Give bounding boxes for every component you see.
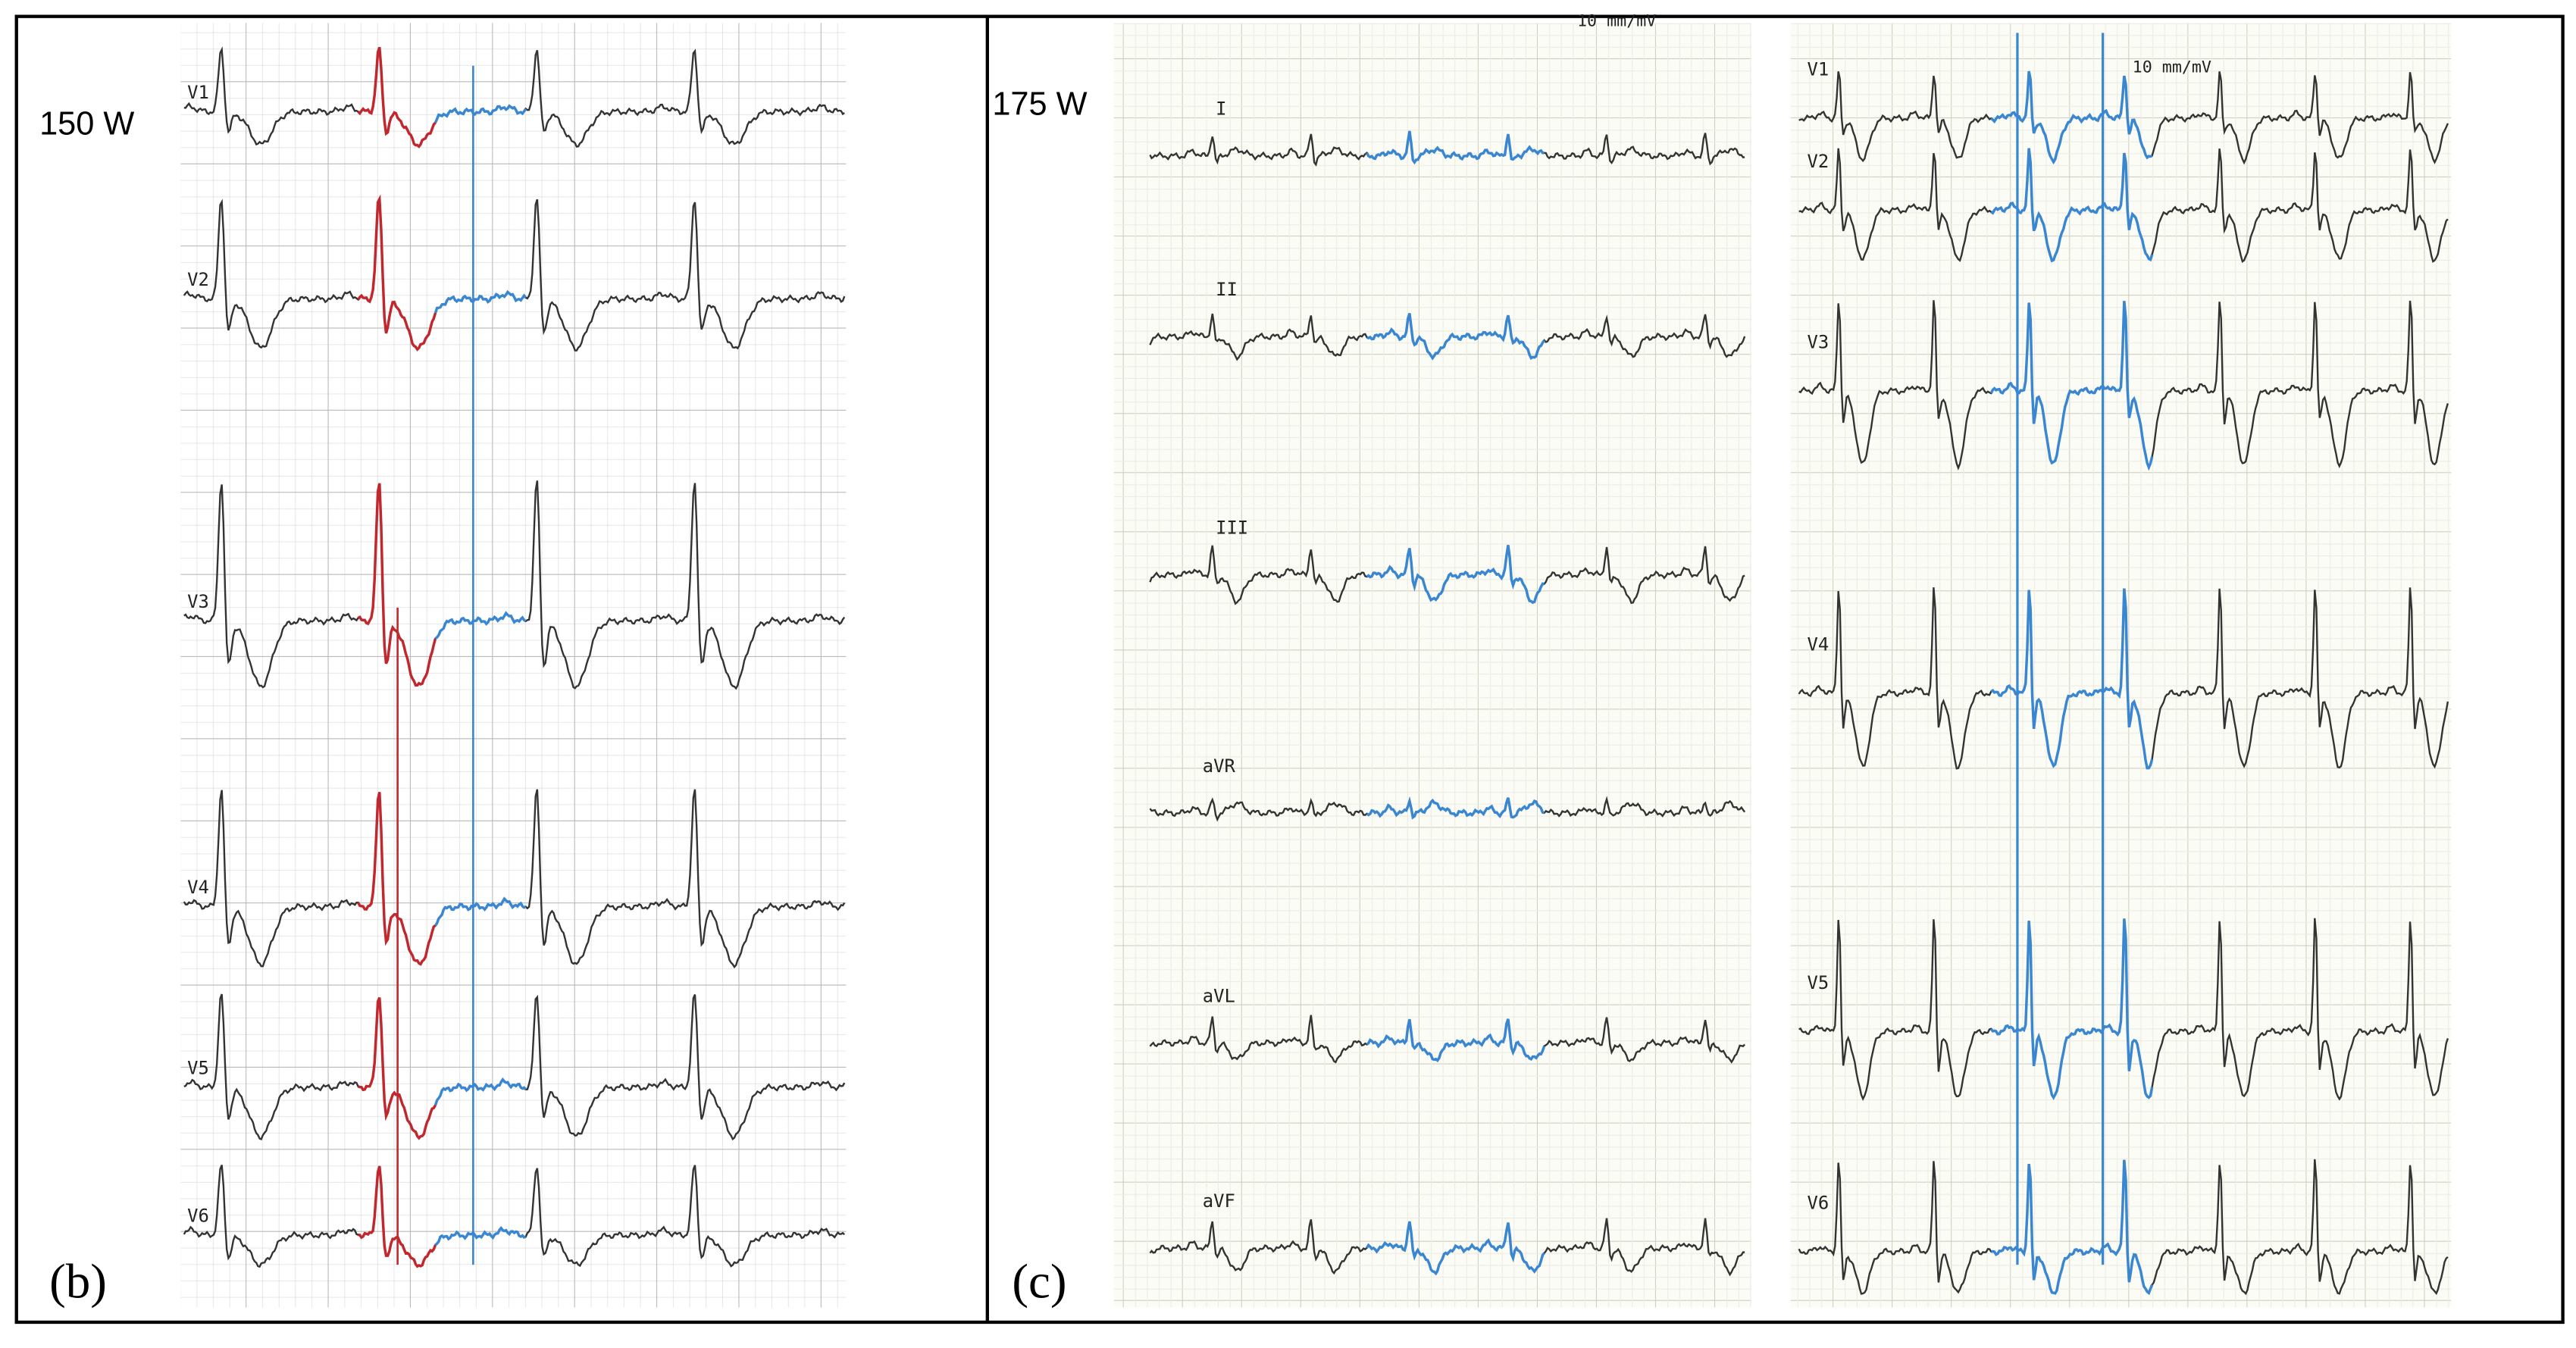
- lead-label: V2: [187, 269, 209, 290]
- panel-label: (b): [49, 1254, 107, 1309]
- ecg-highlight: [1366, 796, 1545, 820]
- ecg-highlight: [434, 104, 527, 124]
- panel-label: (c): [1012, 1254, 1066, 1309]
- lead-label: V2: [1807, 151, 1829, 172]
- lead-label: I: [1216, 99, 1226, 120]
- lead-label: II: [1216, 279, 1238, 300]
- ecg-highlight: [434, 1077, 527, 1106]
- ecg-highlight: [1366, 1018, 1546, 1062]
- ecg-highlight: [1366, 313, 1546, 361]
- calibration-label: 10 mm/mV: [1577, 12, 1656, 31]
- ecg-highlight: [1366, 130, 1545, 165]
- lead-label: V1: [187, 82, 209, 103]
- traces: [183, 46, 2449, 1296]
- lead-label: V5: [187, 1058, 209, 1079]
- lead-label: V5: [1807, 972, 1829, 993]
- load-label: 150 W: [39, 106, 134, 142]
- lead-label: aVF: [1203, 1190, 1235, 1212]
- lead-label: V3: [1807, 332, 1829, 353]
- lead-label: V4: [1807, 633, 1829, 655]
- lead-label: V6: [187, 1206, 209, 1227]
- ecg-highlight: [1366, 1221, 1545, 1276]
- lead-label: V3: [187, 591, 209, 612]
- lead-label: V4: [187, 877, 209, 898]
- ecg-paper-c: [1113, 23, 1751, 1308]
- frame: [14, 14, 2565, 1325]
- ecg-highlight: [434, 1225, 527, 1246]
- lead-label: V6: [1807, 1192, 1829, 1213]
- ecg-highlight: [357, 194, 437, 352]
- load-label: 175 W: [992, 86, 1087, 123]
- lead-label: aVR: [1203, 755, 1236, 777]
- ecg-paper-b: [180, 23, 847, 1308]
- ecg-highlight: [434, 289, 527, 314]
- lead-label: V1: [1807, 59, 1829, 80]
- ecg-highlight: [434, 611, 527, 640]
- ecg-highlight: [434, 896, 527, 927]
- ecg-highlight: [357, 46, 437, 149]
- calibration-label: 10 mm/mV: [2133, 58, 2211, 77]
- ecg-highlight: [1366, 545, 1545, 605]
- lead-label: III: [1216, 517, 1248, 538]
- lead-label: aVL: [1203, 985, 1235, 1006]
